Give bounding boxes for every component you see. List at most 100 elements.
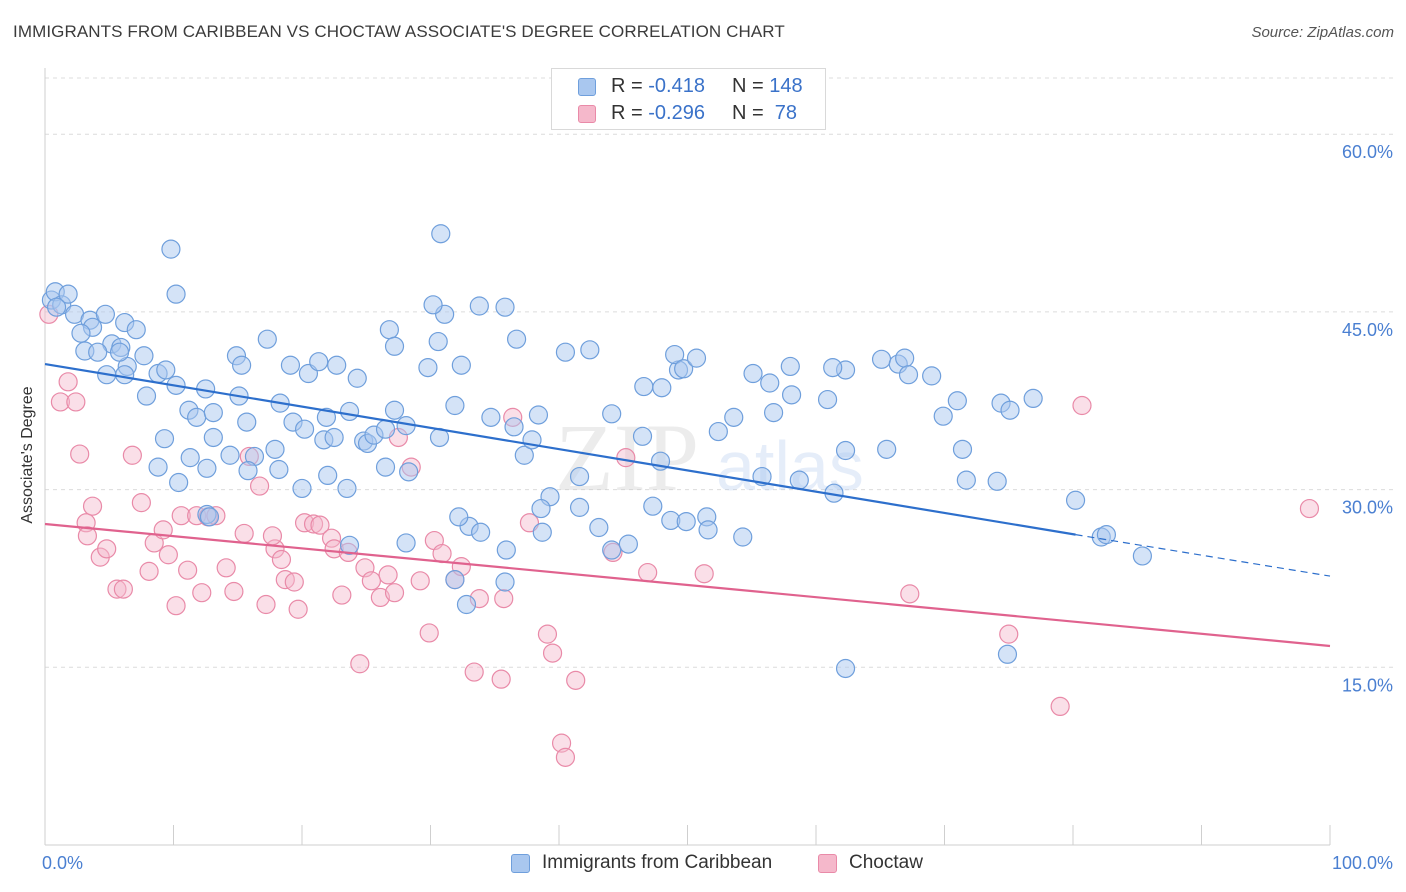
caribbean-point-99 — [265, 439, 285, 459]
caribbean-point-58 — [528, 405, 549, 425]
caribbean-point-29 — [232, 355, 252, 375]
caribbean-point-91 — [898, 365, 919, 385]
caribbean-point-55 — [481, 407, 501, 427]
stats-legend: R = -0.418 N = 148 R = -0.296 N = 78 — [551, 68, 826, 130]
choctaw-point-20 — [178, 560, 198, 580]
choctaw-point-27 — [234, 523, 254, 544]
caribbean-point-75 — [789, 470, 809, 490]
watermark: ZIP atlas — [555, 404, 864, 511]
caribbean-point-135 — [997, 644, 1018, 664]
caribbean-point-117 — [531, 498, 551, 519]
choctaw-point-6 — [82, 496, 103, 516]
choctaw-point-67 — [566, 670, 586, 690]
caribbean-point-114 — [514, 445, 534, 465]
caribbean-point-148 — [115, 365, 135, 385]
caribbean-point-80 — [871, 349, 892, 369]
caribbean-points — [41, 224, 1152, 679]
caribbean-point-22 — [156, 360, 176, 380]
caribbean-point-73 — [760, 373, 780, 393]
caribbean-point-56 — [504, 417, 524, 437]
caribbean-point-121 — [602, 540, 622, 560]
watermark-zip: ZIP — [555, 404, 699, 511]
caribbean-point-94 — [180, 448, 200, 468]
caribbean-point-103 — [199, 507, 220, 527]
caribbean-point-122 — [618, 534, 638, 554]
caribbean-point-139 — [1132, 546, 1152, 566]
caribbean-point-136 — [1065, 490, 1086, 510]
x-tick-label-0: 0.0% — [42, 853, 83, 873]
caribbean-point-45 — [375, 457, 396, 477]
choctaw-point-77 — [262, 526, 283, 546]
choctaw-point-10 — [107, 579, 127, 599]
caribbean-point-59 — [555, 342, 576, 362]
caribbean-point-128 — [733, 527, 753, 547]
caribbean-point-107 — [318, 465, 338, 485]
choctaw-point-70 — [638, 562, 658, 583]
caribbean-point-64 — [632, 426, 653, 446]
caribbean-trend-line — [44, 362, 1076, 536]
caribbean-point-133 — [987, 471, 1007, 491]
choctaw-point-2 — [58, 372, 78, 392]
caribbean-point-67 — [674, 359, 694, 379]
choctaw-point-65 — [551, 733, 572, 753]
choctaw-point-75 — [1072, 395, 1092, 416]
choctaw-point-37 — [303, 514, 324, 534]
caribbean-point-14 — [166, 284, 186, 304]
legend-n-value-caribbean: 148 — [769, 75, 803, 97]
caribbean-point-100 — [197, 458, 217, 478]
caribbean-point-68 — [686, 348, 707, 368]
choctaw-point-18 — [166, 596, 186, 616]
caribbean-point-109 — [292, 478, 312, 499]
caribbean-point-74 — [781, 385, 802, 405]
caribbean-point-54 — [469, 296, 489, 316]
caribbean-point-120 — [589, 517, 609, 538]
caribbean-point-53 — [423, 295, 443, 315]
caribbean-point-34 — [280, 355, 301, 375]
caribbean-point-9 — [126, 320, 146, 340]
choctaw-point-32 — [271, 549, 292, 570]
caribbean-point-152 — [379, 320, 399, 340]
caribbean-point-79 — [823, 358, 843, 378]
choctaw-point-35 — [288, 599, 308, 619]
caribbean-point-144 — [532, 522, 552, 542]
caribbean-point-51 — [428, 331, 448, 352]
choctaw-point-26 — [224, 581, 244, 602]
caribbean-point-140 — [445, 570, 465, 590]
choctaw-point-63 — [537, 624, 558, 644]
caribbean-point-42 — [294, 419, 315, 439]
caribbean-point-125 — [676, 511, 696, 532]
caribbean-point-154 — [431, 224, 451, 244]
caribbean-point-119 — [569, 497, 590, 517]
choctaw-point-62 — [519, 513, 540, 533]
choctaw-point-45 — [361, 571, 381, 591]
choctaw-trend-line — [44, 522, 1331, 648]
y-tick-label-3: 60.0% — [1342, 142, 1393, 162]
caribbean-point-87 — [947, 391, 967, 411]
caribbean-point-89 — [1000, 400, 1020, 420]
caribbean-point-105 — [324, 427, 344, 448]
y-tick-label-2: 45.0% — [1342, 320, 1393, 340]
choctaw-point-47 — [378, 565, 398, 585]
caribbean-point-132 — [956, 470, 976, 490]
series-legend: Immigrants from Caribbean Choctaw — [0, 852, 1406, 878]
caribbean-point-143 — [496, 540, 516, 560]
choctaw-point-30 — [256, 594, 276, 615]
choctaw-point-9 — [97, 539, 117, 559]
caribbean-point-150 — [375, 419, 396, 439]
caribbean-point-76 — [817, 389, 838, 410]
caribbean-point-69 — [708, 421, 728, 442]
caribbean-point-7 — [95, 304, 115, 324]
choctaw-point-69 — [616, 448, 636, 468]
caribbean-point-142 — [456, 594, 477, 615]
legend-n-value-choctaw: 78 — [769, 102, 798, 124]
choctaw-point-43 — [350, 654, 370, 674]
caribbean-point-92 — [203, 427, 223, 448]
y-tick-label-1: 30.0% — [1342, 498, 1393, 518]
caribbean-point-153 — [384, 336, 405, 356]
caribbean-point-127 — [698, 520, 718, 540]
legend-n-label: N = — [732, 102, 770, 124]
axes — [44, 68, 1331, 846]
choctaw-point-41 — [332, 585, 352, 605]
caribbean-point-61 — [602, 404, 622, 424]
